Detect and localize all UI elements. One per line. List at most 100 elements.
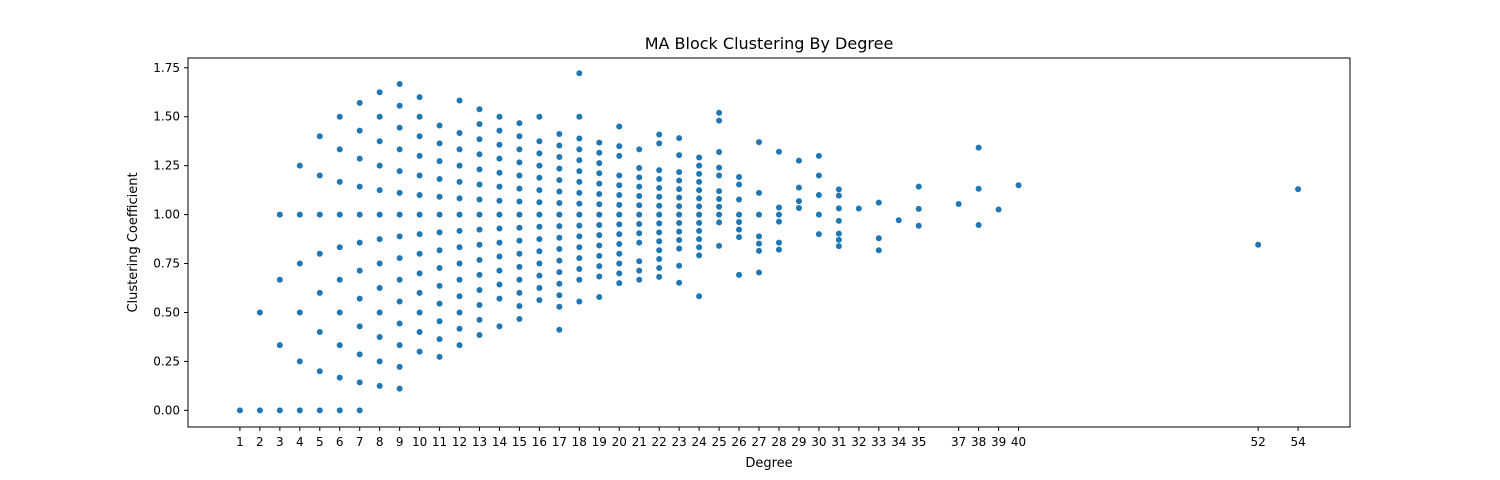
data-point: [616, 201, 623, 208]
data-point: [636, 165, 643, 172]
data-point: [656, 247, 663, 254]
x-tick-label: 28: [771, 435, 786, 449]
data-point: [396, 342, 403, 349]
data-point: [756, 233, 763, 240]
data-point: [436, 211, 443, 218]
data-point: [756, 139, 763, 146]
data-point: [496, 169, 503, 176]
data-point: [396, 320, 403, 327]
data-point: [756, 211, 763, 218]
data-point: [736, 181, 743, 188]
data-point: [416, 309, 423, 316]
data-point: [616, 123, 623, 130]
y-tick-label: 0.25: [153, 354, 180, 368]
data-point: [316, 172, 323, 179]
data-point: [516, 172, 523, 179]
data-point: [596, 160, 603, 167]
data-point: [496, 183, 503, 190]
data-point: [576, 146, 583, 153]
data-point: [396, 81, 403, 88]
x-tick-label: 29: [791, 435, 806, 449]
x-tick-label: 33: [871, 435, 886, 449]
data-point: [696, 227, 703, 234]
data-point: [456, 227, 463, 234]
data-point: [476, 211, 483, 218]
data-point: [795, 204, 802, 211]
data-point: [576, 244, 583, 251]
data-point: [815, 211, 822, 218]
data-point: [436, 265, 443, 272]
data-point: [396, 363, 403, 370]
data-point: [596, 180, 603, 187]
data-point: [396, 276, 403, 283]
x-tick-label: 32: [851, 435, 866, 449]
data-point: [456, 309, 463, 316]
data-point: [336, 211, 343, 218]
data-point: [596, 252, 603, 259]
data-point: [596, 232, 603, 239]
data-point: [496, 253, 503, 260]
data-point: [656, 220, 663, 227]
data-point: [356, 99, 363, 106]
data-point: [576, 200, 583, 207]
data-point: [536, 138, 543, 145]
data-point: [576, 157, 583, 164]
data-point: [736, 226, 743, 233]
x-tick-label: 10: [412, 435, 427, 449]
data-point: [416, 211, 423, 218]
data-point: [356, 155, 363, 162]
data-point: [536, 174, 543, 181]
data-point: [516, 276, 523, 283]
data-point: [396, 298, 403, 305]
data-point: [835, 217, 842, 224]
data-point: [556, 142, 563, 149]
data-point: [496, 155, 503, 162]
data-point: [516, 211, 523, 218]
chart-title: MA Block Clustering By Degree: [645, 34, 894, 53]
data-point: [376, 358, 383, 365]
data-point: [516, 146, 523, 153]
data-point: [316, 407, 323, 414]
data-point: [496, 281, 503, 288]
data-point: [596, 191, 603, 198]
data-point: [256, 309, 263, 316]
data-point: [276, 211, 283, 218]
data-point: [376, 138, 383, 145]
data-point: [356, 351, 363, 358]
data-point: [456, 195, 463, 202]
data-point: [576, 222, 583, 229]
data-point: [476, 181, 483, 188]
data-point: [496, 323, 503, 330]
data-point: [476, 151, 483, 158]
data-point: [416, 133, 423, 140]
data-point: [636, 267, 643, 274]
data-point: [316, 250, 323, 257]
data-point: [396, 211, 403, 218]
data-point: [436, 140, 443, 147]
y-tick-label: 1.75: [153, 61, 180, 75]
data-point: [296, 407, 303, 414]
data-point: [536, 150, 543, 157]
x-tick-label: 15: [512, 435, 527, 449]
x-tick-label: 19: [592, 435, 607, 449]
y-tick-label: 1.00: [153, 208, 180, 222]
data-point: [696, 187, 703, 194]
data-point: [456, 178, 463, 185]
points-layer: [236, 70, 1302, 414]
data-point: [416, 348, 423, 355]
data-point: [676, 211, 683, 218]
data-point: [456, 146, 463, 153]
data-point: [476, 331, 483, 338]
x-tick-label: 38: [971, 435, 986, 449]
data-point: [556, 326, 563, 333]
data-point: [516, 224, 523, 231]
data-point: [616, 260, 623, 267]
data-point: [516, 263, 523, 270]
data-point: [436, 318, 443, 325]
data-point: [676, 203, 683, 210]
data-point: [576, 113, 583, 120]
data-point: [336, 407, 343, 414]
data-point: [436, 247, 443, 254]
data-point: [556, 177, 563, 184]
x-tick-label: 40: [1011, 435, 1026, 449]
